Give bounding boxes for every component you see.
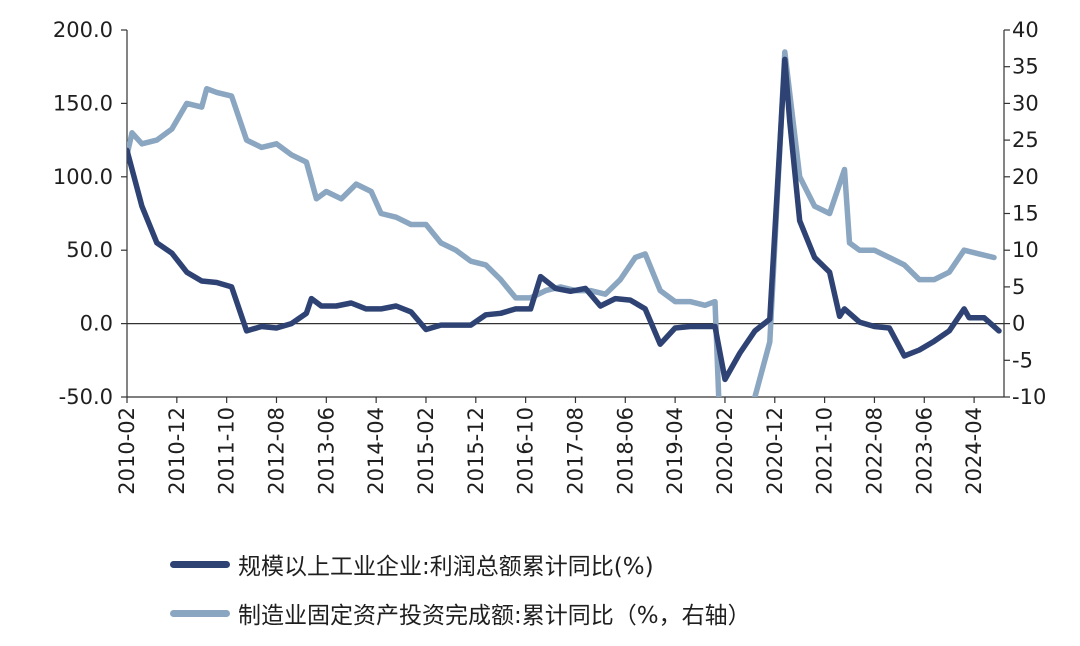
x-tick-label: 2015-02 bbox=[414, 407, 438, 495]
legend-label-profit: 规模以上工业企业:利润总额累计同比(%) bbox=[238, 554, 654, 580]
x-tick-label: 2011-10 bbox=[215, 407, 239, 495]
legend-item-investment: 制造业固定资产投资完成额:累计同比（%，右轴） bbox=[170, 596, 751, 630]
x-tick-label: 2014-04 bbox=[364, 407, 388, 495]
legend-label-investment: 制造业固定资产投资完成额:累计同比（%，右轴） bbox=[238, 603, 751, 629]
right-tick-label: 15 bbox=[1012, 202, 1039, 226]
x-tick-label: 2021-10 bbox=[813, 407, 837, 495]
series-line-profit bbox=[127, 56, 1002, 383]
legend-swatch-investment bbox=[170, 609, 230, 617]
left-tick-label: 200.0 bbox=[53, 18, 113, 42]
right-tick-label: 40 bbox=[1012, 18, 1039, 42]
right-tick-label: 10 bbox=[1012, 238, 1039, 262]
x-tick-label: 2017-08 bbox=[563, 407, 587, 495]
left-tick-label: 0.0 bbox=[80, 312, 113, 336]
axes bbox=[126, 30, 1005, 398]
right-tick-label: 35 bbox=[1012, 55, 1039, 79]
plot-area bbox=[127, 49, 1002, 397]
right-axis-ticks: 40 35 30 25 20 15 10 5 0 -5 -10 bbox=[1004, 18, 1046, 409]
x-tick-label: 2018-06 bbox=[613, 407, 637, 495]
x-tick-label: 2016-10 bbox=[514, 407, 538, 495]
left-axis-ticks: 200.0 150.0 100.0 50.0 0.0 -50.0 bbox=[53, 18, 127, 409]
x-tick-label: 2010-02 bbox=[115, 407, 139, 495]
left-tick-label: 50.0 bbox=[66, 238, 113, 262]
right-tick-label: 20 bbox=[1012, 165, 1039, 189]
right-tick-label: -5 bbox=[1012, 348, 1033, 372]
right-tick-label: 30 bbox=[1012, 91, 1039, 115]
x-tick-label: 2020-12 bbox=[763, 407, 787, 495]
right-tick-label: -10 bbox=[1012, 385, 1046, 409]
left-tick-label: -50.0 bbox=[59, 385, 113, 409]
right-tick-label: 25 bbox=[1012, 128, 1039, 152]
x-tick-label: 2022-08 bbox=[862, 407, 886, 495]
x-tick-label: 2019-04 bbox=[663, 407, 687, 495]
x-tick-label: 2023-06 bbox=[912, 407, 936, 495]
x-tick-label: 2010-12 bbox=[165, 407, 189, 495]
legend-swatch-profit bbox=[170, 560, 230, 568]
x-tick-label: 2012-08 bbox=[264, 407, 288, 495]
left-tick-label: 150.0 bbox=[53, 91, 113, 115]
legend-item-profit: 规模以上工业企业:利润总额累计同比(%) bbox=[170, 547, 654, 581]
x-tick-label: 2024-04 bbox=[962, 407, 986, 495]
x-tick-label: 2020-02 bbox=[713, 407, 737, 495]
right-tick-label: 5 bbox=[1012, 275, 1025, 299]
left-tick-label: 100.0 bbox=[53, 165, 113, 189]
right-tick-label: 0 bbox=[1012, 312, 1025, 336]
x-tick-label: 2013-06 bbox=[314, 407, 338, 495]
x-tick-label: 2015-12 bbox=[464, 407, 488, 495]
x-axis-ticks: 2010-02 2010-12 2011-10 2012-08 2013-06 2014-… bbox=[115, 397, 986, 495]
